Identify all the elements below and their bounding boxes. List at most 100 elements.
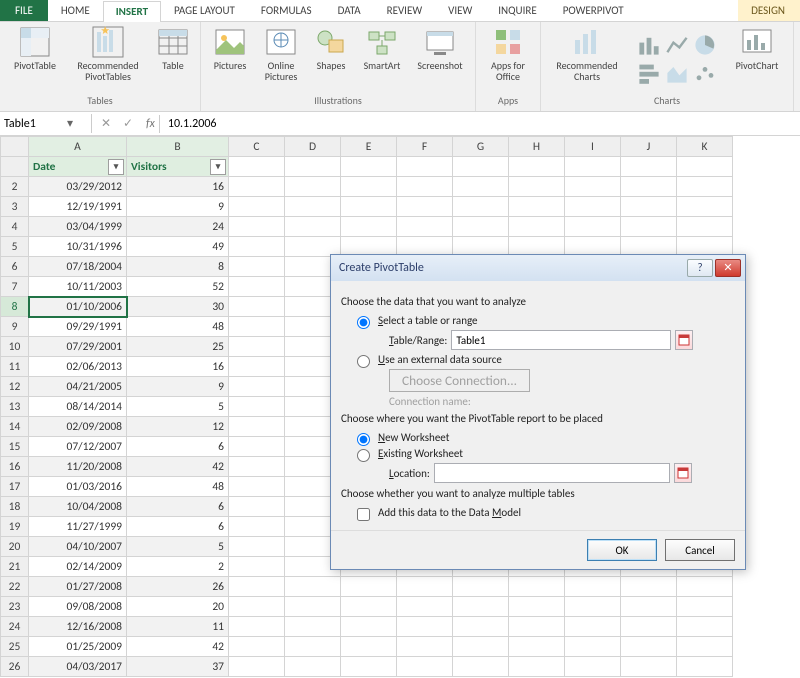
option-external-source[interactable]: Use an external data source [357,353,735,366]
cell[interactable] [229,277,285,297]
cell[interactable] [621,217,677,237]
cell-visitors[interactable]: 6 [127,497,229,517]
cell-visitors[interactable]: 30 [127,297,229,317]
cell[interactable] [453,197,509,217]
cell[interactable] [341,217,397,237]
cell[interactable] [509,637,565,657]
recommended-charts-button[interactable]: Recommended Charts [547,24,627,84]
ribbon-tab-view[interactable]: VIEW [435,0,485,21]
cell[interactable] [397,217,453,237]
cell[interactable] [509,657,565,677]
cell[interactable] [677,657,733,677]
row-header[interactable]: 15 [1,437,29,457]
cell-visitors[interactable]: 9 [127,197,229,217]
cell[interactable] [565,637,621,657]
cell[interactable] [229,317,285,337]
cell[interactable] [229,597,285,617]
cell[interactable] [621,597,677,617]
cell-date[interactable]: 04/10/2007 [29,537,127,557]
row-header[interactable]: 13 [1,397,29,417]
row-header[interactable]: 20 [1,537,29,557]
cell-visitors[interactable]: 24 [127,217,229,237]
cell[interactable] [397,157,453,177]
cell[interactable] [565,617,621,637]
location-input[interactable] [434,463,670,483]
cell[interactable] [565,197,621,217]
cell-visitors[interactable]: 16 [127,177,229,197]
cell[interactable] [229,237,285,257]
row-header[interactable]: 17 [1,477,29,497]
cell[interactable] [229,537,285,557]
cell-date[interactable]: 11/27/1999 [29,517,127,537]
row-header[interactable]: 21 [1,557,29,577]
location-range-picker-button[interactable] [674,463,692,483]
cell-date[interactable]: 12/19/1991 [29,197,127,217]
cell[interactable] [229,617,285,637]
cell[interactable] [509,617,565,637]
cell-date[interactable]: 10/31/1996 [29,237,127,257]
cell[interactable] [509,577,565,597]
row-header[interactable]: 7 [1,277,29,297]
cell[interactable] [677,177,733,197]
cell-date[interactable]: 09/29/1991 [29,317,127,337]
cell[interactable] [341,177,397,197]
pivotchart-button[interactable]: PivotChart [727,24,787,73]
cell[interactable] [341,577,397,597]
cell[interactable] [453,177,509,197]
formula-accept-icon[interactable]: ✓ [120,116,136,131]
cell-date[interactable]: 10/11/2003 [29,277,127,297]
column-header-B[interactable]: B [127,137,229,157]
column-header-H[interactable]: H [509,137,565,157]
cell-date[interactable]: 01/10/2006 [29,297,127,317]
cell-visitors[interactable]: 12 [127,417,229,437]
cell[interactable] [397,617,453,637]
column-header-I[interactable]: I [565,137,621,157]
cell[interactable] [229,657,285,677]
row-header[interactable]: 6 [1,257,29,277]
column-header-A[interactable]: A [29,137,127,157]
cell[interactable] [397,657,453,677]
cell-visitors[interactable]: 52 [127,277,229,297]
cell-visitors[interactable]: 26 [127,577,229,597]
ok-button[interactable]: OK [587,539,657,561]
cell-visitors[interactable]: 49 [127,237,229,257]
cell[interactable] [509,157,565,177]
row-header[interactable]: 16 [1,457,29,477]
cell-visitors[interactable]: 11 [127,617,229,637]
column-header-D[interactable]: D [285,137,341,157]
cell-date[interactable]: 03/04/1999 [29,217,127,237]
cell-date[interactable]: 01/25/2009 [29,637,127,657]
pictures-button[interactable]: Pictures [207,24,253,73]
dialog-help-button[interactable]: ? [687,259,713,277]
cell[interactable] [229,197,285,217]
cell[interactable] [229,437,285,457]
cell-visitors[interactable]: 6 [127,517,229,537]
cell[interactable] [621,637,677,657]
radio-new-worksheet[interactable] [357,433,370,446]
range-picker-button[interactable] [675,330,693,350]
pivottable-button[interactable]: PivotTable [6,24,64,73]
filter-button[interactable]: ▾ [108,159,124,175]
row-header[interactable]: 25 [1,637,29,657]
name-box-input[interactable] [4,117,64,131]
cell[interactable] [229,397,285,417]
cell-visitors[interactable]: 6 [127,437,229,457]
option-select-range[interactable]: Select a table or range [357,314,735,327]
cell[interactable] [677,577,733,597]
checkbox-data-model[interactable] [357,508,370,521]
cell-visitors[interactable]: 16 [127,357,229,377]
cell[interactable] [341,637,397,657]
ribbon-tab-file[interactable]: FILE [0,0,48,21]
table-button[interactable]: Table [152,24,194,73]
select-all-corner[interactable] [1,137,29,157]
ribbon-tab-home[interactable]: HOME [48,0,103,21]
cancel-button[interactable]: Cancel [665,539,735,561]
cell[interactable] [285,597,341,617]
table-range-input[interactable] [451,330,671,350]
row-header[interactable]: 23 [1,597,29,617]
ribbon-tab-review[interactable]: REVIEW [374,0,436,21]
cell-visitors[interactable]: 42 [127,637,229,657]
smartart-button[interactable]: SmartArt [357,24,407,73]
formula-input[interactable] [159,115,800,133]
cell-visitors[interactable]: 25 [127,337,229,357]
